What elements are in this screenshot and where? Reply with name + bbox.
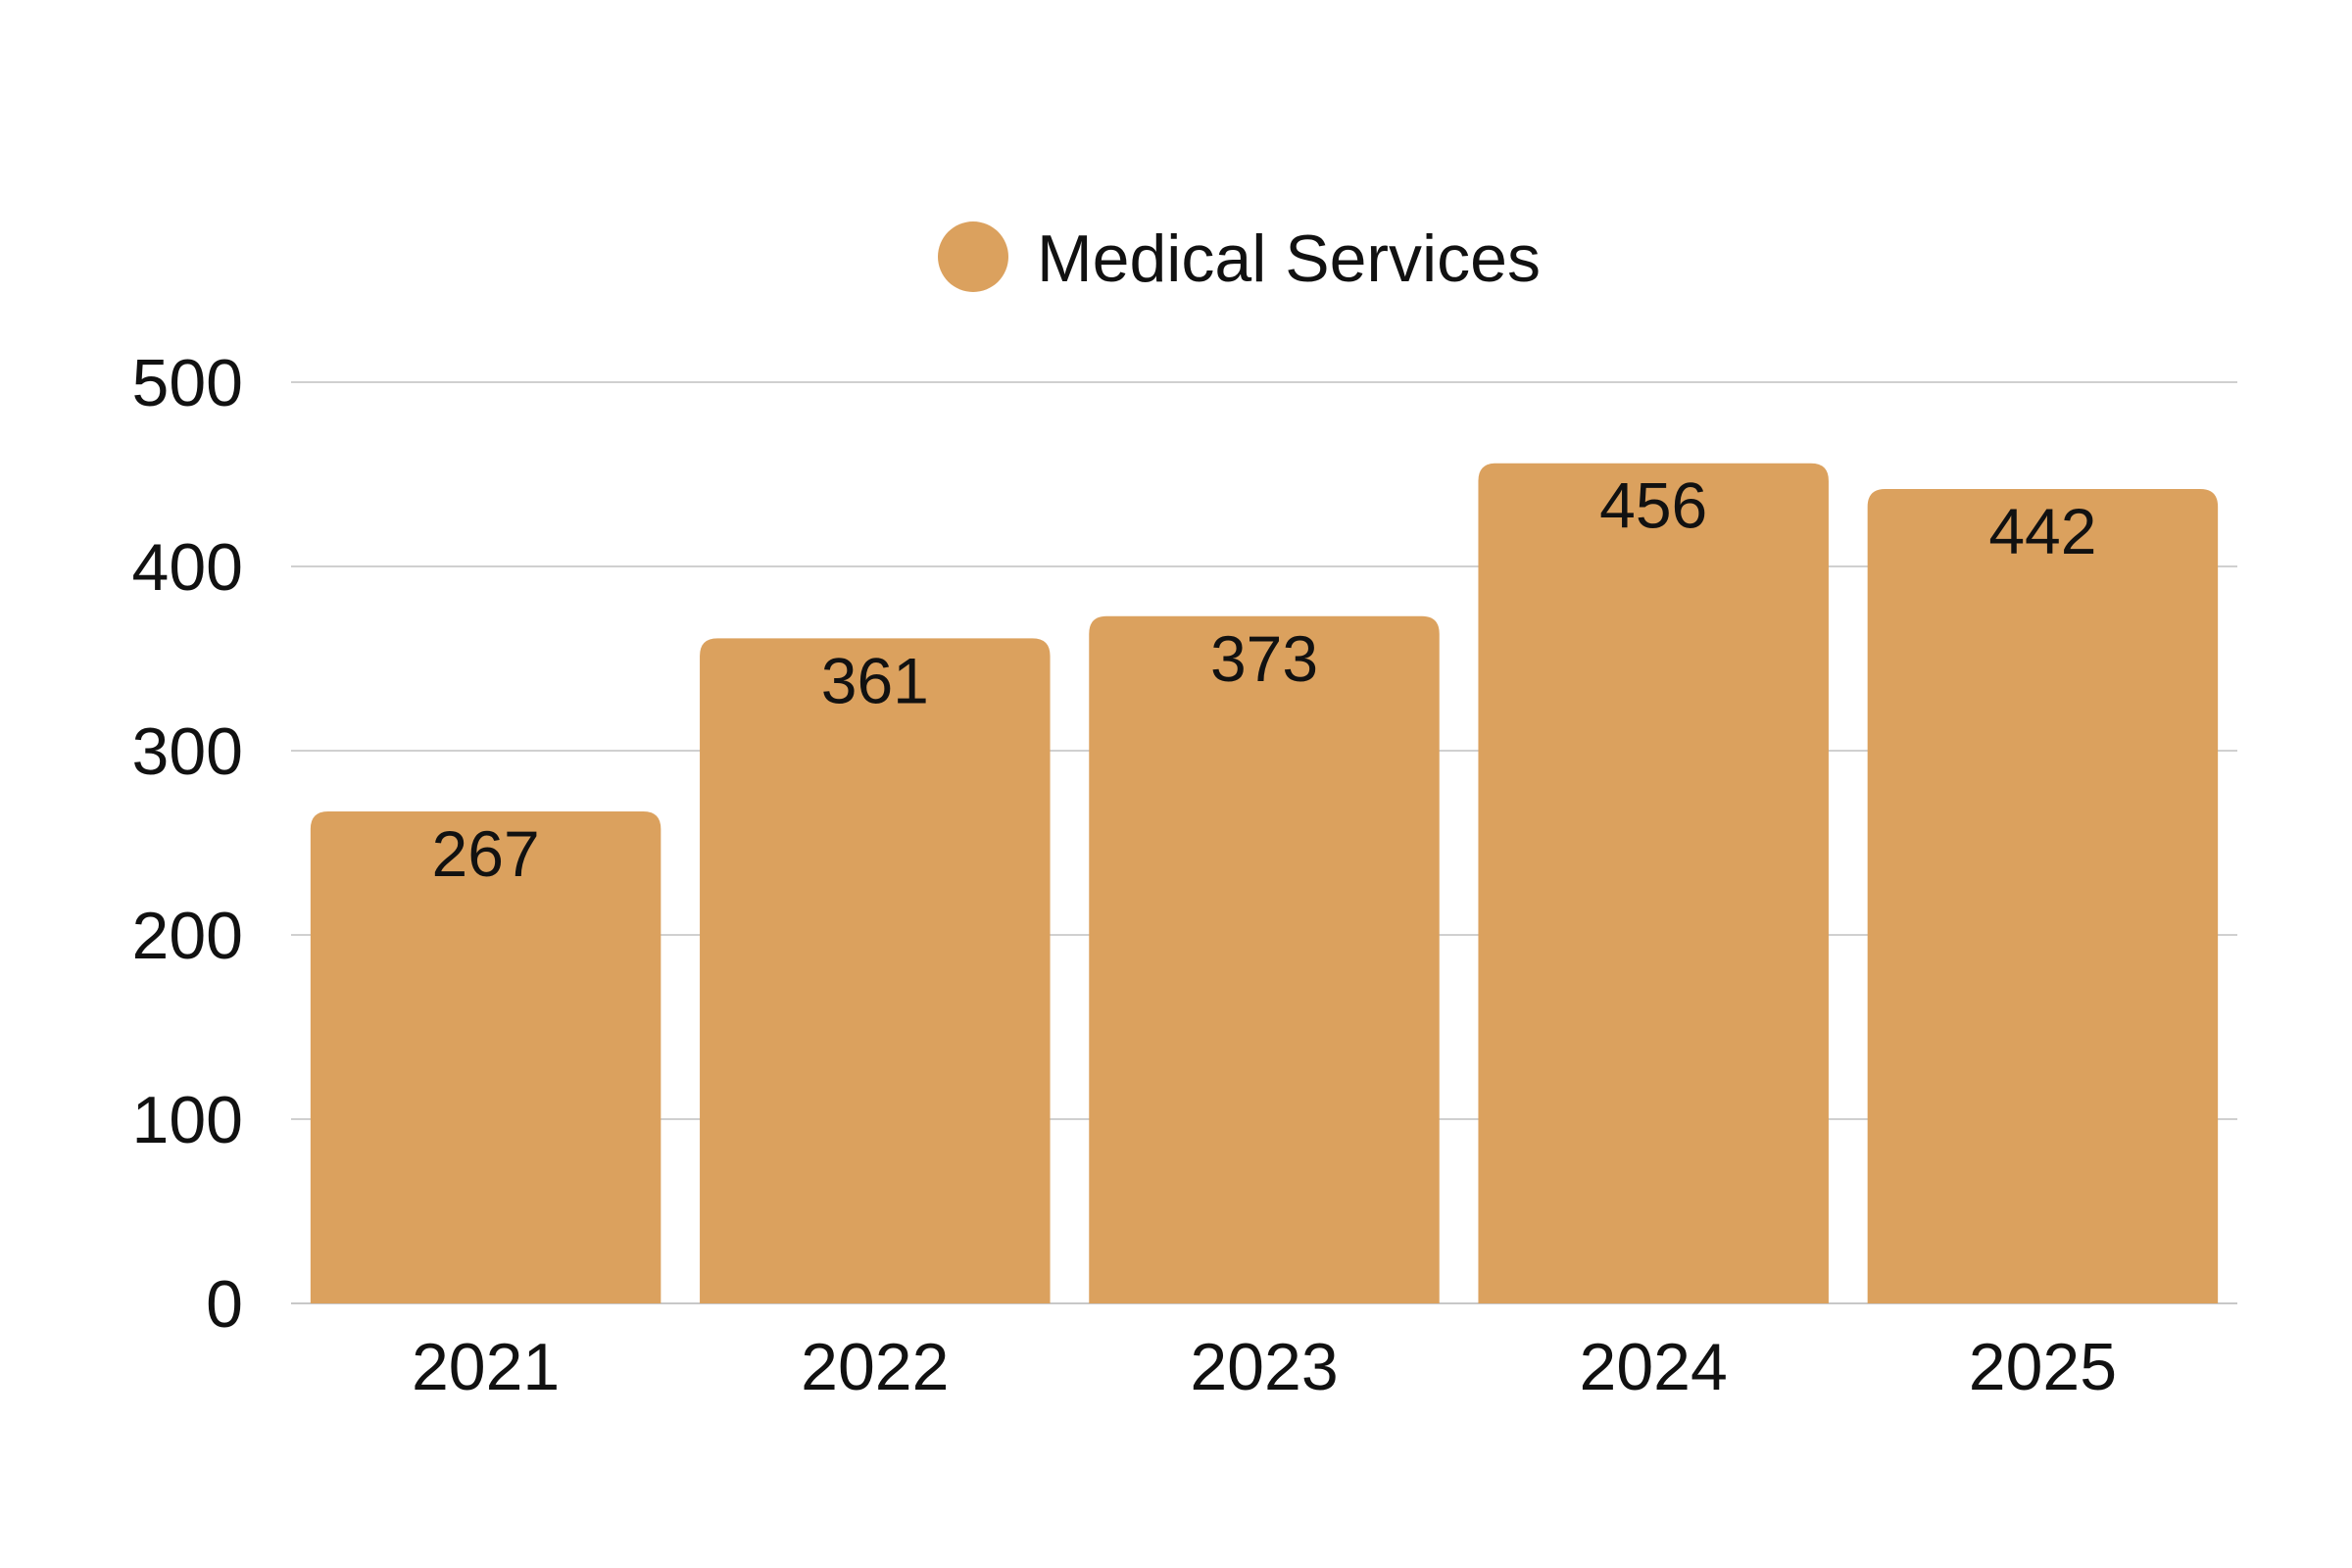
bar-2022 [700,638,1051,1303]
x-tick-label: 2024 [1580,1330,1728,1404]
bar-2021 [310,811,662,1303]
y-tick-label: 500 [132,346,243,420]
y-tick-label: 100 [132,1083,243,1157]
data-label-2024: 456 [1599,469,1707,542]
y-tick-label: 400 [132,530,243,605]
legend-swatch [938,221,1008,292]
x-tick-label: 2025 [1969,1330,2117,1404]
bar-2023 [1089,615,1440,1303]
legend-label: Medical Services [1037,221,1541,296]
x-tick-label: 2022 [801,1330,949,1404]
y-tick-label: 200 [132,899,243,973]
data-label-2022: 361 [821,644,929,716]
data-label-2023: 373 [1210,622,1318,695]
bar-2024 [1478,463,1829,1304]
data-label-2025: 442 [1988,495,2096,567]
y-axis-ticks: 0 100 200 300 400 500 [132,346,243,1342]
legend: Medical Services [938,221,1541,296]
x-axis-ticks: 2021 2022 2023 2024 2025 [412,1330,2117,1404]
y-tick-label: 0 [206,1267,243,1342]
data-label-2021: 267 [432,817,540,890]
data-labels: 267 361 373 456 442 [432,469,2097,890]
bar-2025 [1867,489,2219,1303]
x-tick-label: 2023 [1190,1330,1338,1404]
x-tick-label: 2021 [412,1330,560,1404]
bars [310,463,2219,1304]
y-tick-label: 300 [132,714,243,789]
